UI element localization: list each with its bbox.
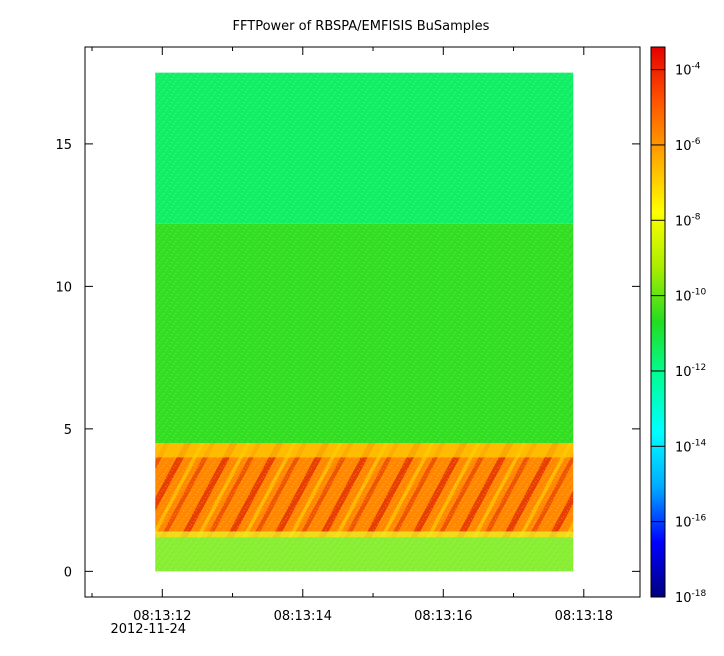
spectrogram-plot-area bbox=[84, 46, 641, 598]
colorbar-tick-label: 10-18 bbox=[675, 589, 707, 606]
y-tick-label: 0 bbox=[64, 565, 72, 580]
spectrogram-band-texture-0 bbox=[155, 537, 574, 572]
chart-title: FFTPower of RBSPA/EMFISIS BuSamples bbox=[233, 19, 490, 34]
colorbar-tick-label: 10-8 bbox=[675, 212, 701, 229]
colorbar-tick-label: 10-10 bbox=[675, 288, 707, 305]
colorbar-gradient bbox=[650, 46, 666, 598]
y-tick-label: 5 bbox=[64, 423, 72, 438]
spectrogram-band-texture-2 bbox=[155, 223, 574, 444]
colorbar-tick-label: 10-14 bbox=[675, 438, 707, 455]
x-tick-label: 08:13:12 bbox=[133, 609, 191, 624]
colorbar-tick-label: 10-6 bbox=[675, 137, 701, 154]
spectrogram-band-texture-1 bbox=[155, 443, 574, 538]
x-tick-label: 08:13:18 bbox=[555, 609, 613, 624]
x-tick-date-label: 2012-11-24 bbox=[110, 622, 186, 637]
y-tick-label: 10 bbox=[55, 280, 72, 295]
y-axis: 0 5 10 15 bbox=[55, 138, 640, 580]
colorbar: 10-4 10-6 10-8 10-10 10-12 10-14 10-16 10-18 bbox=[650, 46, 707, 606]
wave-band-lower-edge bbox=[155, 531, 574, 538]
x-tick-label: 08:13:14 bbox=[274, 609, 332, 624]
wave-band-upper-edge bbox=[155, 443, 574, 458]
y-tick-label: 15 bbox=[55, 138, 72, 153]
x-tick-label: 08:13:16 bbox=[414, 609, 472, 624]
colorbar-tick-label: 10-16 bbox=[675, 514, 707, 531]
spectrogram-band-texture-3 bbox=[155, 72, 574, 224]
colorbar-tick-label: 10-12 bbox=[675, 363, 706, 380]
colorbar-tick-label: 10-4 bbox=[675, 62, 701, 79]
